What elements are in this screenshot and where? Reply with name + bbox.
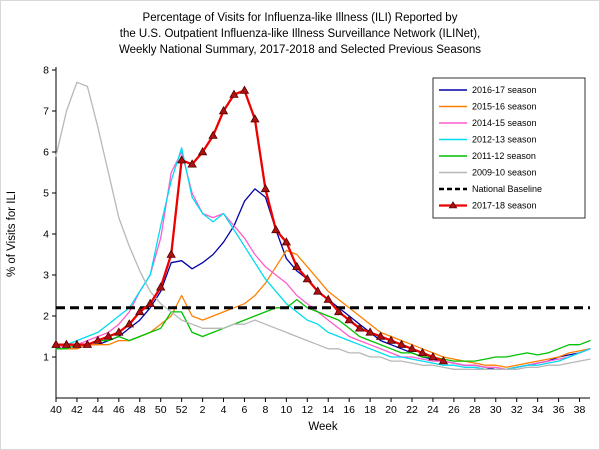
triangle-marker: [208, 130, 218, 139]
triangle-marker: [176, 155, 187, 164]
x-tick-label: 30: [490, 404, 502, 416]
triangle-marker: [156, 282, 166, 291]
triangle-marker: [135, 306, 145, 316]
x-tick-label: 40: [50, 404, 62, 416]
legend-label: 2011-12 season: [472, 151, 536, 161]
triangle-marker: [82, 339, 93, 348]
y-tick-label: 6: [43, 147, 49, 159]
x-tick-label: 50: [155, 404, 167, 416]
y-tick-label: 3: [43, 270, 49, 282]
triangle-marker: [61, 339, 72, 348]
y-tick-label: 1: [43, 352, 49, 364]
triangle-marker: [396, 339, 407, 348]
triangle-marker: [334, 306, 344, 316]
triangle-marker: [197, 146, 208, 156]
chart-title-line2: the U.S. Outpatient Influenza-like Illne…: [119, 28, 481, 40]
chart-title-line1: Percentage of Visits for Influenza-like …: [142, 12, 458, 24]
triangle-marker: [260, 183, 271, 193]
legend-box: [432, 77, 586, 219]
series-line-2011-12-season: [55, 298, 591, 362]
legend-label: 2009-10 season: [472, 168, 537, 178]
chart-title-line3: Weekly National Summary, 2017-2018 and S…: [118, 44, 482, 56]
legend-label: 2012-13 season: [472, 135, 537, 145]
triangle-marker: [51, 339, 61, 348]
triangle-marker: [448, 201, 458, 209]
x-tick-label: 52: [176, 404, 188, 416]
x-tick-label: 38: [574, 404, 586, 416]
y-tick-label: 4: [43, 229, 49, 241]
x-tick-label: 20: [385, 404, 397, 416]
triangle-marker: [187, 159, 197, 168]
triangle-marker: [428, 351, 438, 361]
triangle-marker: [386, 335, 396, 344]
triangle-marker: [229, 89, 239, 98]
triangle-marker: [407, 343, 417, 352]
y-tick-label: 8: [43, 65, 49, 77]
x-tick-label: 22: [406, 404, 418, 416]
triangle-marker: [239, 85, 250, 94]
x-tick-label: 6: [242, 404, 248, 416]
triangle-marker: [417, 347, 428, 357]
triangle-marker: [72, 339, 82, 348]
legend-label: 2017-18 season: [472, 201, 537, 211]
triangle-marker: [375, 331, 386, 340]
x-tick-label: 14: [322, 404, 334, 416]
triangle-marker: [103, 331, 114, 340]
x-tick-label: 16: [343, 404, 355, 416]
legend-label: 2015-16 season: [472, 102, 537, 112]
triangle-marker: [344, 315, 354, 324]
x-tick-label: 46: [113, 404, 125, 416]
x-tick-label: 8: [262, 404, 268, 416]
x-tick-label: 34: [532, 404, 544, 416]
y-axis-title: % of Visits for ILI: [6, 191, 18, 277]
triangle-marker: [281, 237, 292, 246]
chart-title: Percentage of Visits for Influenza-like …: [1, 1, 599, 58]
triangle-marker: [292, 261, 302, 270]
triangle-marker: [93, 335, 103, 344]
x-axis-title: Week: [308, 421, 337, 433]
triangle-marker: [145, 298, 155, 307]
triangle-marker: [365, 327, 375, 336]
legend-label: National Baseline: [472, 184, 542, 194]
triangle-marker: [354, 323, 365, 332]
x-tick-label: 2: [200, 404, 206, 416]
legend-label: 2016-17 season: [472, 85, 537, 95]
triangle-marker: [313, 286, 323, 295]
series-line-2009-10-season: [55, 81, 591, 370]
x-tick-label: 48: [134, 404, 146, 416]
triangle-marker: [271, 224, 281, 234]
legend-label: 2014-15 season: [472, 118, 537, 128]
x-tick-label: 44: [92, 404, 104, 416]
triangle-marker: [124, 319, 134, 328]
triangle-marker: [323, 294, 333, 303]
y-tick-label: 2: [43, 311, 49, 323]
y-tick-label: 7: [43, 106, 49, 118]
x-tick-label: 24: [427, 404, 439, 416]
triangle-marker: [114, 327, 124, 336]
x-tick-label: 12: [301, 404, 313, 416]
x-tick-label: 36: [553, 404, 565, 416]
x-tick-label: 26: [448, 404, 460, 416]
x-tick-label: 18: [364, 404, 376, 416]
x-tick-label: 4: [221, 404, 227, 416]
triangle-marker: [302, 274, 312, 283]
x-tick-label: 28: [469, 404, 481, 416]
triangle-marker: [218, 105, 229, 115]
x-tick-label: 42: [71, 404, 83, 416]
triangle-marker: [250, 114, 260, 123]
triangle-marker: [438, 356, 449, 365]
triangle-marker: [166, 249, 176, 258]
x-tick-label: 32: [511, 404, 523, 416]
x-tick-label: 10: [281, 404, 293, 416]
y-tick-label: 5: [43, 188, 49, 200]
